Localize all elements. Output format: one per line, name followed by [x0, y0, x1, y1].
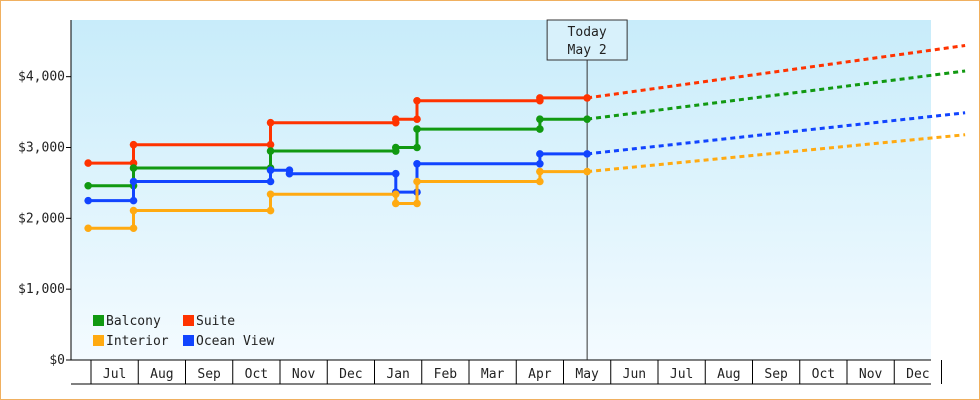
- data-point: [583, 150, 591, 158]
- series-line: [88, 152, 588, 203]
- data-point: [266, 147, 275, 155]
- data-point: [413, 96, 421, 105]
- data-point: [413, 143, 421, 152]
- data-point: [391, 169, 400, 178]
- x-tick-label: Dec: [906, 367, 929, 382]
- data-point: [536, 125, 544, 133]
- data-point: [129, 224, 138, 233]
- x-tick-label: Aug: [150, 367, 173, 382]
- y-tick-label: $1,000: [18, 282, 65, 297]
- data-point: [583, 94, 591, 102]
- legend-label-balcony: Balcony: [106, 314, 161, 329]
- today-label: Today: [568, 25, 607, 40]
- data-point: [129, 177, 138, 186]
- series-ocean-view: [84, 111, 966, 205]
- y-tick-label: $0: [49, 353, 65, 368]
- x-tick-label: May: [575, 367, 599, 382]
- series-interior: [84, 133, 966, 233]
- data-point: [266, 140, 275, 149]
- x-tick-label: Jun: [623, 367, 646, 382]
- data-point: [84, 196, 92, 205]
- data-point: [583, 115, 591, 123]
- data-point: [413, 199, 421, 208]
- data-point: [285, 169, 294, 178]
- x-tick-label: Nov: [292, 367, 316, 382]
- legend-label-interior: Interior: [106, 334, 169, 349]
- data-point: [266, 190, 275, 199]
- series-forecast-line: [586, 133, 966, 174]
- data-point: [391, 199, 400, 208]
- series-forecast-line: [586, 69, 966, 121]
- legend-swatch-interior: [93, 335, 104, 346]
- data-point: [536, 167, 544, 176]
- today-date: May 2: [568, 43, 607, 58]
- data-point: [413, 125, 421, 133]
- x-tick-label: Jan: [386, 367, 409, 382]
- x-tick-label: Oct: [245, 367, 268, 382]
- data-point: [413, 177, 421, 186]
- data-point: [391, 115, 400, 123]
- series-forecast-line: [586, 111, 966, 156]
- x-tick-label: Nov: [859, 367, 883, 382]
- plot-background: [71, 20, 931, 360]
- x-tick-label: Dec: [339, 367, 362, 382]
- series-lines: [84, 44, 966, 233]
- y-tick-label: $3,000: [18, 141, 65, 156]
- x-tick-label: Mar: [481, 367, 505, 382]
- x-tick-label: Sep: [764, 367, 788, 382]
- data-point: [266, 118, 275, 127]
- data-point: [391, 143, 400, 152]
- data-point: [413, 115, 421, 123]
- series-forecast-line: [586, 44, 966, 100]
- x-axis: Jul Aug Sep Oct Nov Dec Jan Feb Mar Apr May Jun Jul A…: [71, 359, 942, 385]
- data-point: [266, 166, 275, 174]
- x-tick-label: Apr: [528, 367, 552, 382]
- legend-swatch-balcony: [93, 315, 104, 326]
- legend-swatch-suite: [183, 315, 194, 326]
- data-point: [536, 94, 544, 102]
- legend-label-suite: Suite: [196, 314, 235, 329]
- x-tick-label: Feb: [434, 367, 458, 382]
- data-point: [266, 206, 275, 215]
- y-tick-label: $4,000: [18, 70, 65, 85]
- data-point: [84, 224, 92, 233]
- x-tick-label: Jul: [670, 367, 693, 382]
- y-tick-label: $2,000: [18, 211, 65, 226]
- data-point: [583, 167, 591, 176]
- y-axis: $0 $1,000 $2,000 $3,000 $4,000: [18, 20, 72, 368]
- data-point: [129, 196, 138, 205]
- data-point: [129, 164, 138, 172]
- data-point: [413, 159, 421, 168]
- data-point: [84, 159, 92, 167]
- today-box: [546, 19, 628, 61]
- legend-label-ocean-view: Ocean View: [196, 334, 274, 349]
- data-point: [536, 159, 544, 168]
- data-point: [84, 181, 92, 190]
- data-point: [536, 150, 544, 158]
- data-point: [536, 115, 544, 123]
- data-point: [129, 206, 138, 215]
- x-tick-label: Jul: [103, 367, 126, 382]
- x-tick-label: Aug: [717, 367, 740, 382]
- legend: Balcony Suite Interior Ocean View: [93, 314, 274, 349]
- data-point: [129, 140, 138, 149]
- today-marker: Today May 2: [546, 19, 628, 360]
- x-tick-label: Oct: [812, 367, 835, 382]
- x-tick-label: Sep: [197, 367, 221, 382]
- data-point: [536, 177, 544, 186]
- data-point: [391, 190, 400, 199]
- legend-swatch-ocean-view: [183, 335, 194, 346]
- data-point: [266, 177, 275, 186]
